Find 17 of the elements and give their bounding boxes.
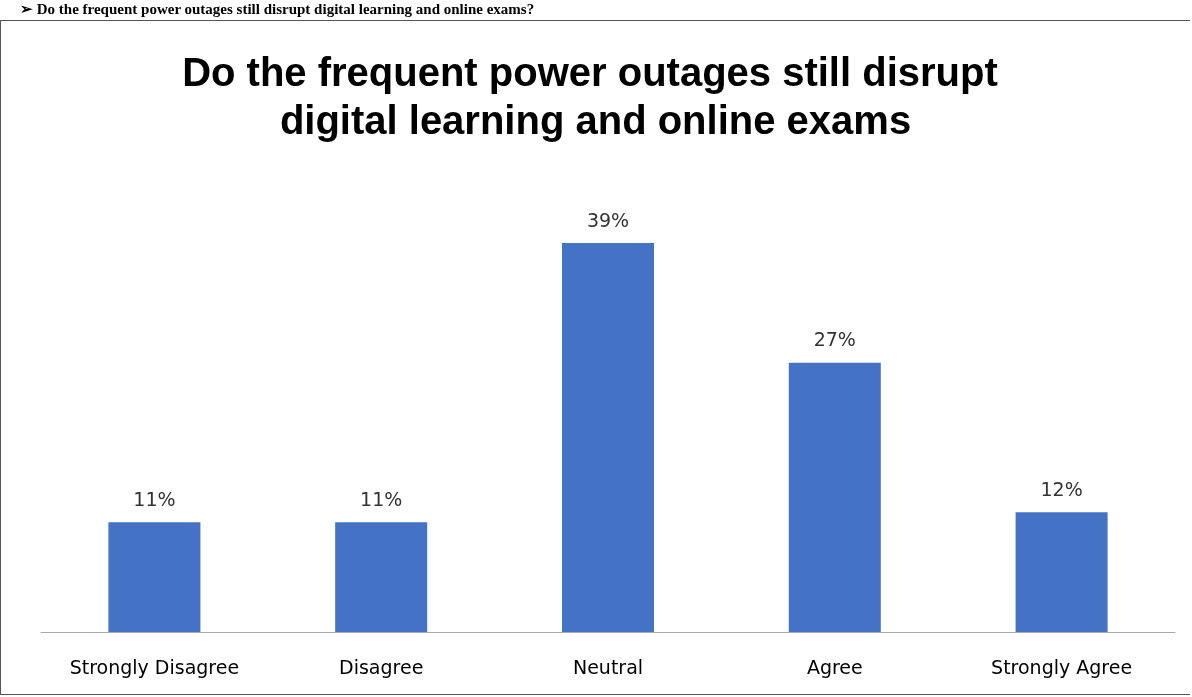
data-label: 27% [813,328,856,351]
x-tick-label: Strongly Agree [991,655,1133,678]
x-tick-label: Disagree [339,655,424,678]
data-label: 39% [586,208,630,231]
x-tick-label: Strongly Disagree [69,655,240,678]
chart-title: Do the frequent power outages still disrupt digital learning and online exams [182,50,1009,142]
bar [562,243,654,632]
bar [335,522,428,632]
data-label: 12% [1040,477,1083,500]
x-tick-label: Neutral [572,655,644,678]
bar [788,362,881,632]
data-label: 11% [133,487,176,510]
bar [108,522,201,632]
data-label: 11% [360,487,403,510]
text: ➢ Do the frequent power outages still disrupt digital learning and online exams? [20,0,535,18]
x-tick-label: Agree [806,655,863,678]
bar [1015,512,1108,632]
